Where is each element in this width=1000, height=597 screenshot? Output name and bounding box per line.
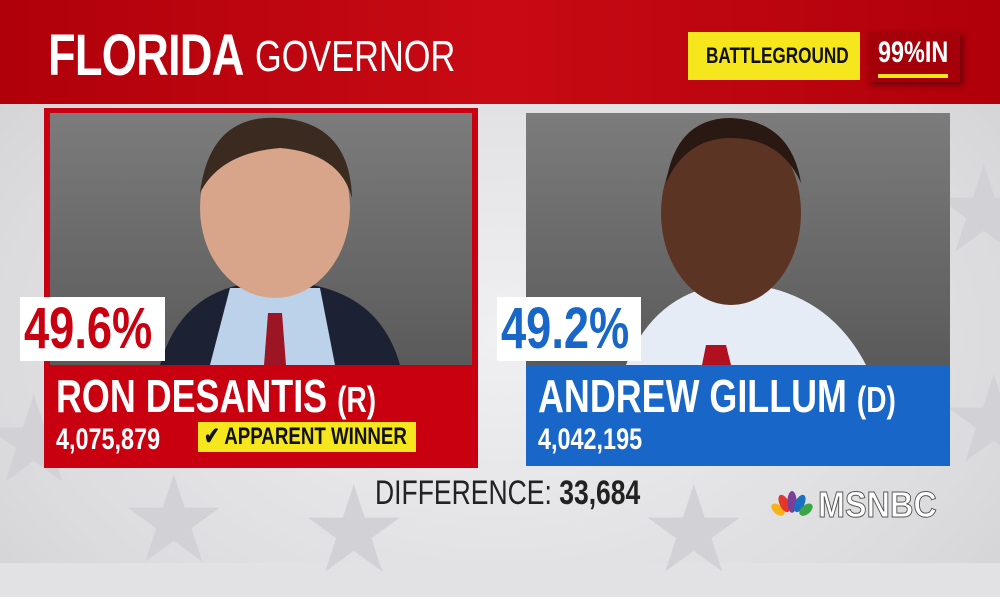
state-title: FLORIDA [48, 23, 244, 88]
star-icon: ★ [940, 353, 1000, 487]
star-icon: ★ [120, 453, 228, 587]
candidate-name: ANDREW GILLUM (D) [538, 370, 896, 422]
header-banner: FLORIDA GOVERNOR BATTLEGROUND 99%IN [0, 0, 1000, 104]
race-title: GOVERNOR [255, 32, 456, 81]
reporting-badge: 99%IN [868, 32, 960, 82]
apparent-winner-badge: ✔ APPARENT WINNER [198, 422, 416, 452]
battleground-label: BATTLEGROUND [706, 43, 849, 68]
candidate-info-panel: ANDREW GILLUM (D) 4,042,195 [526, 365, 950, 466]
candidate-card-desantis: RON DESANTIS (R) 4,075,879 ✔ APPARENT WI… [44, 108, 478, 468]
nbc-peacock-icon [771, 491, 813, 516]
reporting-underline [878, 74, 948, 78]
vote-percent: 49.6% [20, 297, 165, 361]
candidate-card-gillum: ANDREW GILLUM (D) 4,042,195 [526, 113, 950, 466]
vote-count: 4,075,879 [56, 423, 161, 456]
msnbc-logo: MSNBC [770, 484, 950, 526]
candidate-name: RON DESANTIS (R) [56, 370, 377, 422]
candidate-photo [526, 113, 950, 365]
battleground-badge: BATTLEGROUND [688, 32, 860, 80]
vote-percent: 49.2% [497, 297, 641, 361]
vote-count: 4,042,195 [538, 423, 643, 456]
checkmark-icon: ✔ [204, 423, 220, 450]
candidate-info-panel: RON DESANTIS (R) 4,075,879 ✔ APPARENT WI… [44, 365, 478, 468]
vote-difference: DIFFERENCE: 33,684 [375, 474, 641, 512]
